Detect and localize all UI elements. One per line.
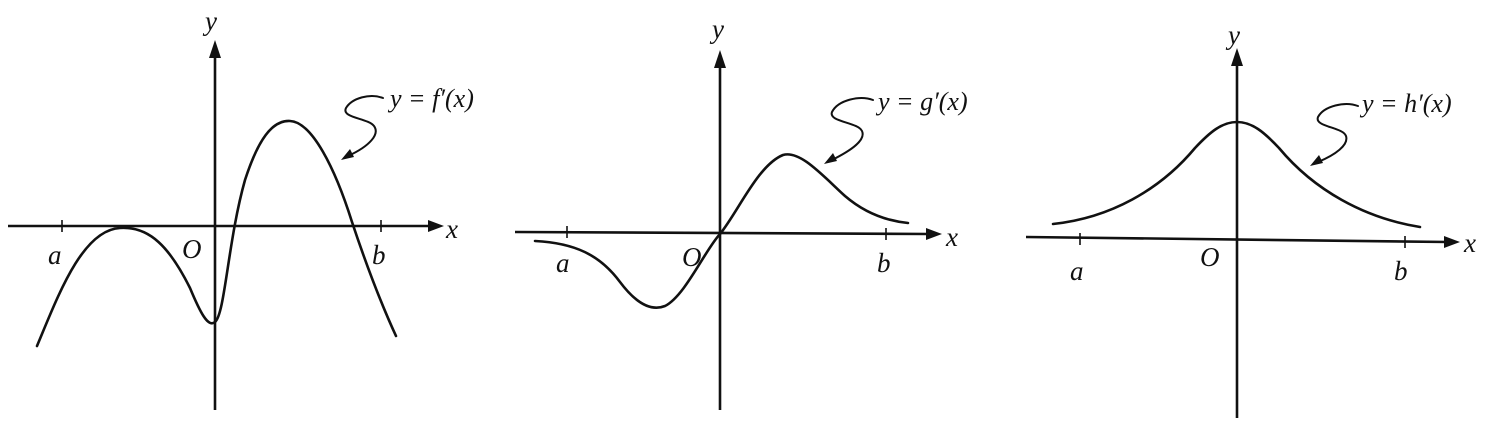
x-axis-arrow-icon xyxy=(1444,236,1460,248)
point-b-label: b xyxy=(372,240,386,270)
y-axis-arrow-icon xyxy=(209,40,221,58)
x-axis-label: x xyxy=(1463,228,1476,258)
pointer-squiggle-icon xyxy=(1316,103,1359,163)
y-axis-arrow-icon xyxy=(714,50,726,68)
point-b-label: b xyxy=(877,248,891,278)
x-axis-label: x xyxy=(945,222,958,252)
y-axis-label: y xyxy=(202,6,217,36)
point-b-label: b xyxy=(1394,256,1408,286)
y-axis-label: y xyxy=(1225,20,1240,50)
origin-label: O xyxy=(182,234,202,264)
y-axis-arrow-icon xyxy=(1231,48,1243,66)
curve-f-prime xyxy=(35,119,398,348)
x-axis-arrow-icon xyxy=(428,220,444,232)
origin-label: O xyxy=(1200,242,1220,272)
pointer-squiggle-icon xyxy=(830,97,874,161)
pointer-arrow-icon xyxy=(1310,155,1323,166)
point-a-label: a xyxy=(556,248,570,278)
pointer-squiggle-icon xyxy=(344,95,384,157)
curve-g-prime xyxy=(533,153,910,309)
y-axis-label: y xyxy=(709,14,724,44)
graph-f-prime: y x O a b y = f′(x) xyxy=(8,6,474,410)
x-axis-arrow-icon xyxy=(926,228,942,240)
pointer-arrow-icon xyxy=(341,149,354,160)
graph-h-prime: y x O a b y = h′(x) xyxy=(1025,20,1476,418)
equation-label: y = f′(x) xyxy=(387,84,474,113)
x-axis xyxy=(514,230,931,236)
point-a-label: a xyxy=(1070,256,1084,286)
equation-label: y = h′(x) xyxy=(1359,89,1452,118)
equation-label: y = g′(x) xyxy=(875,87,968,116)
curve-h-prime xyxy=(1051,120,1422,229)
pointer-arrow-icon xyxy=(824,153,837,164)
point-a-label: a xyxy=(48,240,62,270)
graph-g-prime: y x O a b y = g′(x) xyxy=(514,14,968,410)
origin-label: O xyxy=(682,242,702,272)
x-axis-label: x xyxy=(445,214,458,244)
